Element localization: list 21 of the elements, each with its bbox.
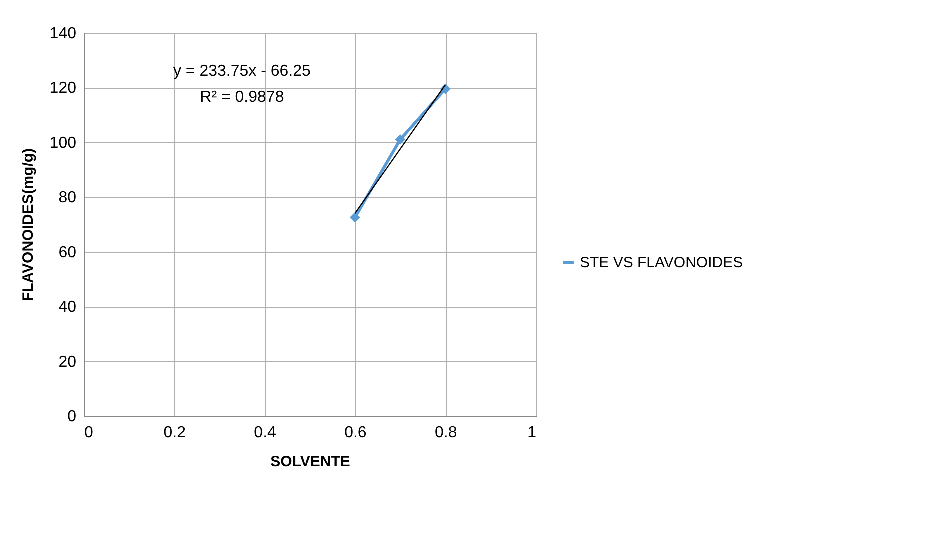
x-tick-label: 1: [528, 424, 537, 442]
legend-label: STE VS FLAVONOIDES: [580, 254, 744, 272]
annotation: y = 233.75x - 66.25: [173, 63, 312, 80]
point: [395, 134, 406, 145]
x-tick-label: 0.6: [344, 424, 367, 442]
y-tick-label: 20: [58, 354, 77, 371]
point: [350, 212, 360, 223]
y-tick-label: 80: [58, 190, 77, 207]
x-tick-label: 0.8: [434, 424, 458, 442]
y-tick-label: 40: [58, 299, 77, 316]
y-axis-title: FLAVONOIDES(mg/g): [20, 148, 37, 302]
x-tick-label: 0: [84, 424, 94, 442]
y-tick-label: 0: [68, 408, 77, 426]
x-tick-label: 0.4: [254, 424, 277, 442]
y-tick-label: 120: [50, 80, 77, 98]
x-axis-title: SOLVENTE: [270, 454, 350, 470]
y-tick-label: 140: [50, 26, 77, 42]
y-tick-label: 100: [50, 134, 77, 152]
y-tick-label: 60: [58, 244, 77, 262]
x-tick-label: 0.2: [164, 424, 186, 442]
annotation: R² = 0.9878: [200, 89, 284, 106]
